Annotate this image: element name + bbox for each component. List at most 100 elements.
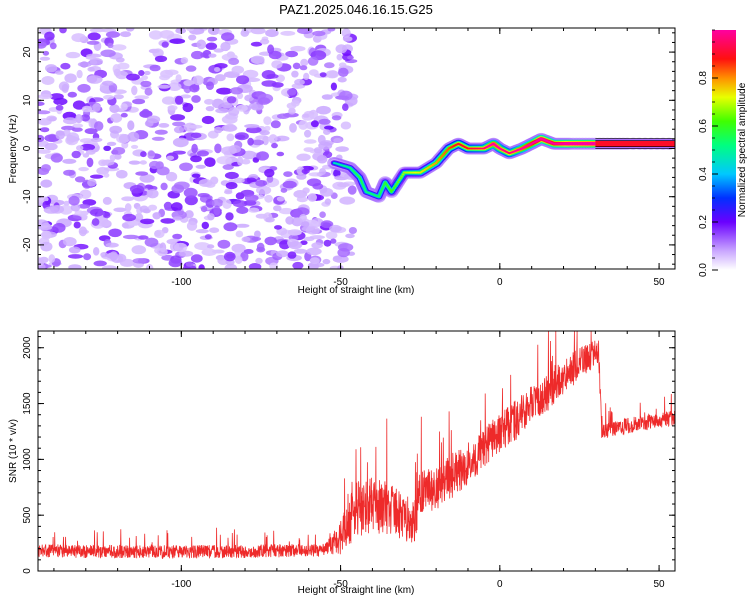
spectrogram-noise-blob: [127, 220, 141, 226]
spectrogram-noise-blob: [274, 225, 282, 230]
colorbar-tick-label: 0.6: [698, 119, 709, 133]
spectrogram-signal-cell: [394, 185, 397, 188]
spectrogram-noise-blob: [307, 193, 317, 202]
spectrogram-noise-blob: [271, 60, 283, 69]
spectrogram-noise-blob: [172, 121, 186, 127]
spectrogram-noise-blob: [196, 150, 209, 157]
spectrogram-noise-blob: [306, 178, 322, 187]
spectrogram-noise-blob: [191, 173, 201, 178]
spectrogram-noise-blob: [184, 210, 194, 219]
spectrogram-noise-blob: [138, 70, 145, 76]
spectrogram-noise-blob: [301, 168, 310, 174]
spectrogram-noise-blob: [301, 112, 315, 121]
spectrogram-noise-blob: [250, 41, 263, 47]
spectrogram-noise-blob: [205, 198, 215, 208]
spectrogram-noise-blob: [128, 160, 141, 165]
x-tick-label: 0: [497, 579, 503, 590]
spectrogram-noise-blob: [110, 113, 123, 123]
spectrogram-noise-blob: [241, 236, 251, 243]
spectrogram-noise-blob: [259, 130, 270, 136]
spectrogram-signal-cell: [364, 189, 367, 192]
spectrogram-noise-blob: [213, 48, 224, 53]
spectrogram-noise-blob: [244, 94, 255, 102]
x-tick-label: -50: [333, 277, 348, 288]
spectrogram-noise-blob: [217, 239, 231, 249]
spectrogram-noise-blob: [158, 123, 170, 128]
spectrogram-noise-blob: [172, 233, 183, 240]
spectrogram-noise-blob: [93, 260, 107, 267]
spectrogram-noise-blob: [124, 203, 132, 212]
spectrogram-noise-blob: [214, 143, 222, 154]
spectrogram-noise-blob: [221, 124, 238, 132]
spectrogram-noise-blob: [322, 258, 331, 265]
spectrogram-noise-blob: [43, 206, 59, 214]
spectrogram-noise-blob: [213, 205, 221, 216]
spectrogram-noise-blob: [96, 219, 112, 227]
spectrogram-noise-blob: [108, 228, 122, 238]
spectrogram-noise-blob: [122, 234, 139, 240]
spectrogram-noise-blob: [148, 30, 163, 40]
spectrogram-noise-blob: [280, 187, 288, 193]
spectrogram-noise-blob: [277, 113, 290, 119]
spectrogram-noise-blob: [185, 65, 197, 72]
spectrogram-noise-blob: [296, 173, 307, 180]
colorbar-tick-label: 0.8: [698, 71, 709, 85]
spectrogram-noise-blob: [102, 196, 112, 205]
spectrogram-noise-blob: [225, 212, 234, 221]
y-tick-label: -10: [22, 189, 33, 204]
spectrogram-noise-blob: [261, 80, 277, 87]
spectrogram-noise-blob: [292, 261, 304, 269]
spectrogram-noise-blob: [49, 42, 57, 50]
spectrogram-noise-blob: [175, 28, 187, 34]
spectrogram-noise-blob: [151, 136, 165, 141]
spectrogram-noise-blob: [96, 167, 110, 175]
spectrogram-signal-cell: [583, 142, 587, 145]
spectrogram-noise-blob: [302, 187, 310, 194]
spectrogram-noise-blob: [264, 168, 275, 178]
spectrogram-noise-blob: [44, 31, 55, 41]
spectrogram-heatmap: [38, 28, 675, 269]
spectrogram-noise-blob: [211, 98, 224, 109]
y-tick-label: 2000: [22, 336, 33, 359]
spectrogram-noise-blob: [214, 126, 223, 134]
spectrogram-noise-blob: [248, 207, 260, 213]
spectrogram-noise-blob: [233, 177, 245, 184]
spectrogram-signal-cell: [445, 150, 448, 153]
spectrogram-noise-blob: [41, 76, 55, 85]
spectrogram-noise-blob: [335, 44, 348, 54]
x-tick-label: 50: [654, 277, 666, 288]
spectrogram-noise-blob: [338, 62, 347, 68]
spectrogram-noise-blob: [288, 107, 296, 115]
spectrogram-noise-blob: [160, 218, 175, 224]
spectrogram-noise-blob: [154, 55, 168, 62]
spectrogram-noise-blob: [268, 134, 278, 144]
spectrogram-noise-blob: [132, 258, 147, 264]
spectrogram-noise-blob: [39, 56, 51, 61]
spectrogram-noise-blob: [175, 74, 182, 83]
spectrogram-noise-blob: [236, 104, 248, 112]
y-tick-label: 0: [22, 568, 33, 574]
spectrogram-noise-blob: [147, 150, 156, 157]
spectrogram-noise-blob: [68, 195, 80, 206]
spectrogram-noise-blob: [231, 65, 245, 74]
spectrogram-noise-blob: [198, 264, 205, 269]
spectrogram-noise-blob: [41, 230, 52, 240]
spectrogram-noise-blob: [339, 90, 353, 101]
spectrogram-noise-blob: [250, 28, 266, 35]
spectrogram-signal-cell: [400, 175, 404, 178]
spectrogram-noise-blob: [62, 237, 77, 247]
spectrogram-noise-blob: [156, 166, 170, 176]
spectrogram-noise-blob: [256, 151, 269, 161]
spectrogram-noise-blob: [81, 105, 93, 113]
spectrogram-noise-blob: [208, 53, 217, 58]
spectrogram-noise-blob: [259, 38, 270, 45]
spectrogram-noise-blob: [191, 95, 201, 103]
spectrogram-noise-blob: [42, 50, 50, 56]
spectrogram-noise-blob: [141, 108, 150, 117]
spectrogram-noise-blob: [236, 206, 249, 214]
spectrogram-noise-blob: [49, 93, 64, 101]
spectrogram-noise-blob: [125, 28, 135, 32]
spectrogram-noise-blob: [248, 263, 262, 269]
spectrogram-noise-blob: [324, 198, 332, 205]
